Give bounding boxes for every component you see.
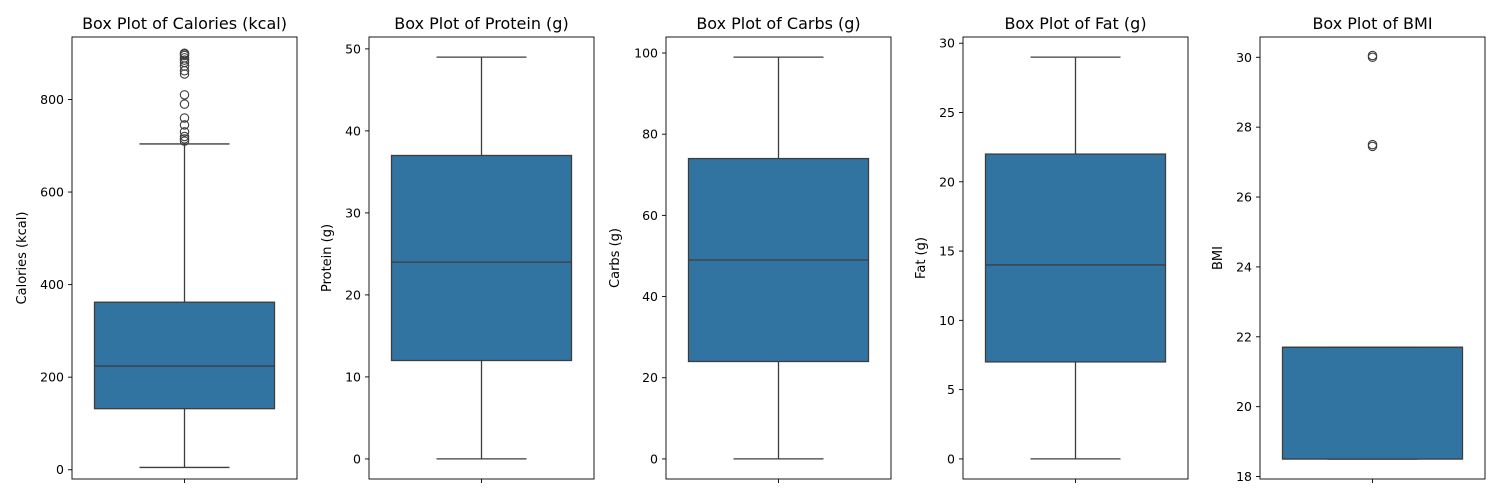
y-axis-label: Calories (kcal) (15, 212, 30, 305)
y-tick-label: 22 (1236, 329, 1252, 344)
outlier-point (179, 127, 190, 137)
plot-area: 0 20 40 60 80 100 (634, 36, 892, 483)
y-axis-label: Protein (g) (320, 224, 335, 292)
y-tick-label: 100 (634, 46, 658, 61)
plot-area: 18 20 22 24 26 28 30 (1236, 36, 1486, 484)
iqr-box (93, 301, 276, 410)
y-tick-label: 0 (650, 451, 658, 466)
y-tick-label: 5 (947, 382, 955, 397)
y-tick-label: 28 (1236, 120, 1252, 135)
y-tick-label: 24 (1236, 259, 1252, 274)
outlier-point (179, 136, 190, 146)
y-tick-label: 50 (345, 41, 361, 56)
outlier-point (179, 113, 190, 123)
y-tick-label: 10 (939, 313, 955, 328)
subplot-fat: Box Plot of Fat (g) Fat (g) 0 5 10 15 20 25 30 (914, 14, 1189, 483)
y-axis-label: Fat (g) (914, 237, 929, 279)
subplot-title: Box Plot of Fat (g) (1004, 14, 1146, 33)
plot-area: 0 200 400 600 800 (40, 36, 298, 483)
y-axis-label: BMI (1211, 246, 1226, 270)
outlier-point (179, 120, 190, 130)
y-tick-label: 18 (1236, 469, 1252, 484)
iqr-box (984, 153, 1167, 363)
y-tick-label: 20 (345, 287, 361, 302)
y-tick-label: 800 (40, 92, 64, 107)
outlier-point (179, 99, 190, 109)
outlier-point (1367, 139, 1378, 150)
y-tick-label: 60 (642, 208, 658, 223)
outlier-point (179, 55, 190, 65)
y-tick-label: 20 (939, 174, 955, 189)
y-tick-label: 40 (345, 123, 361, 138)
y-tick-label: 200 (40, 370, 64, 385)
y-tick-label: 30 (345, 205, 361, 220)
outlier-point (179, 53, 190, 63)
y-tick-label: 15 (939, 244, 955, 259)
subplot-carbs: Box Plot of Carbs (g) Carbs (g) 0 20 40 60 8… (608, 14, 892, 483)
y-tick-label: 600 (40, 185, 64, 200)
plot-area: 0 10 20 30 40 50 (345, 36, 595, 483)
outlier-point (179, 48, 190, 58)
plot-area: 0 5 10 15 20 25 30 (939, 36, 1189, 483)
y-tick-label: 0 (56, 462, 64, 477)
y-tick-label: 400 (40, 277, 64, 292)
y-tick-label: 30 (939, 36, 955, 51)
y-tick-label: 25 (939, 105, 955, 120)
y-tick-label: 0 (947, 451, 955, 466)
outlier-point (179, 131, 190, 142)
subplot-protein: Box Plot of Protein (g) Protein (g) 0 10 2… (320, 14, 595, 483)
iqr-box (1281, 346, 1464, 460)
y-tick-label: 20 (642, 370, 658, 385)
outlier-point (179, 134, 190, 144)
y-tick-label: 0 (353, 451, 361, 466)
y-tick-label: 40 (642, 289, 658, 304)
outlier-point (179, 90, 190, 100)
y-tick-label: 30 (1236, 50, 1252, 65)
iqr-box (390, 154, 573, 362)
y-tick-label: 20 (1236, 399, 1252, 414)
subplot-title: Box Plot of Calories (kcal) (82, 14, 287, 33)
y-tick-label: 26 (1236, 190, 1252, 205)
subplot-title: Box Plot of Carbs (g) (696, 14, 860, 33)
y-axis-label: Carbs (g) (608, 228, 623, 288)
subplot-title: Box Plot of BMI (1312, 14, 1432, 33)
y-tick-label: 10 (345, 369, 361, 384)
subplot-calories: Box Plot of Calories (kcal) Calories (kc… (15, 14, 298, 483)
outlier-point (1367, 50, 1378, 61)
subplot-bmi: Box Plot of BMI BMI 18 20 22 24 26 28 30 (1211, 14, 1486, 484)
y-tick-label: 80 (642, 127, 658, 142)
subplot-title: Box Plot of Protein (g) (394, 14, 568, 33)
